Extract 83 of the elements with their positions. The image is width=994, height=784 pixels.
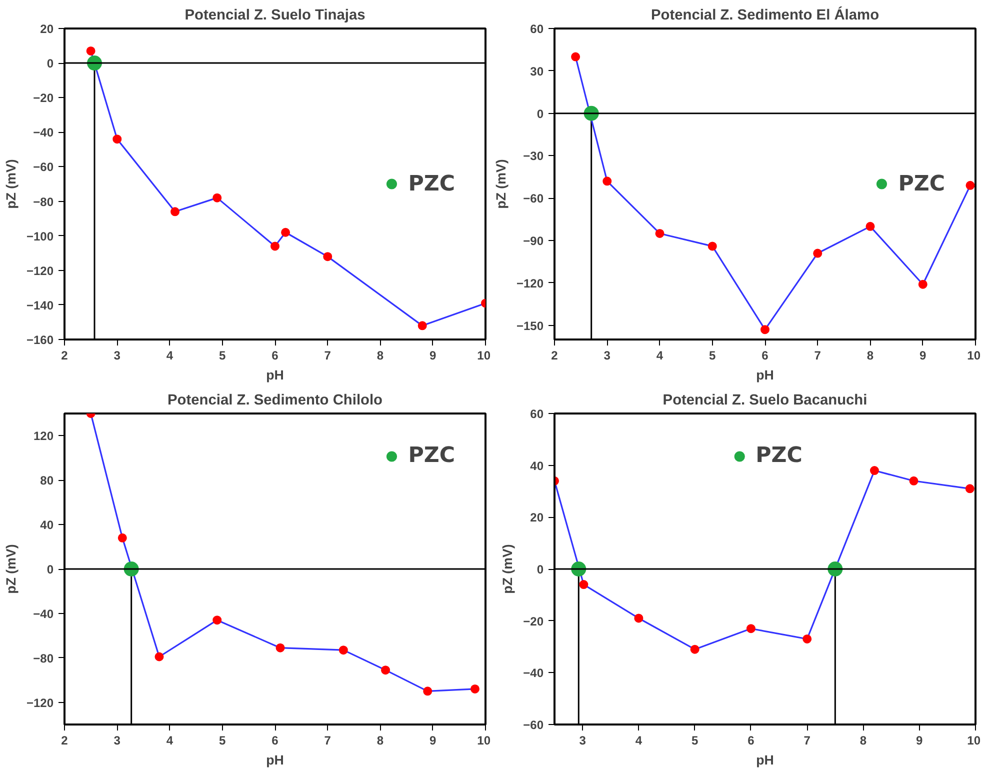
x-tick-label: 10 [967,734,981,748]
legend-label: PZC [408,443,455,468]
y-tick-label: 60 [530,407,544,421]
y-tick-label: 30 [530,64,544,78]
chart-title: Potencial Z. Suelo Tinajas [184,8,366,24]
x-tick-label: 10 [477,348,491,362]
x-tick-label: 7 [804,734,811,748]
y-tick-label: −80 [33,651,54,666]
x-tick-label: 8 [376,348,384,362]
y-axis-title: pZ (mV) [493,159,508,209]
legend-label: PZC [756,443,802,468]
x-tick-label: 3 [114,734,121,748]
y-tick-label: −40 [33,126,54,140]
x-tick-label: 8 [376,734,384,748]
y-tick-label: −80 [33,194,54,209]
y-tick-label: −150 [516,318,544,333]
y-tick-label: 60 [530,22,544,36]
y-tick-label: −120 [26,696,54,710]
y-axis-title: pZ (mV) [500,544,516,594]
chart-title: Potencial Z. Suelo Bacanuchi [662,392,868,408]
y-tick-label: 0 [46,56,54,71]
x-tick-label: 9 [430,348,437,362]
y-tick-label: −20 [33,91,54,106]
x-tick-label: 5 [691,734,698,748]
x-axis-title: pH [266,752,284,768]
x-tick-label: 7 [324,348,332,362]
x-tick-label: 2 [61,734,68,748]
chart-title: Potencial Z. Sedimento El Álamo [650,6,880,24]
x-tick-label: 6 [762,348,769,362]
x-tick-label: 3 [579,734,586,748]
y-tick-label: −30 [523,149,544,164]
y-tick-label: 0 [536,106,544,121]
legend-label: PZC [898,171,945,196]
x-tick-label: 6 [272,734,279,748]
x-tick-label: 5 [709,348,716,362]
x-tick-label: 7 [814,348,822,362]
y-tick-label: 80 [40,474,54,488]
x-tick-label: 4 [166,348,174,362]
x-tick-label: 3 [114,348,121,362]
x-tick-label: 2 [551,348,558,362]
x-tick-label: 5 [219,734,226,748]
y-tick-label: 20 [40,22,54,36]
y-tick-label: −60 [33,160,54,174]
y-axis-title: pZ (mV) [3,159,18,209]
x-tick-label: 9 [920,348,927,362]
legend-label: PZC [408,171,455,196]
y-tick-label: 40 [40,518,54,532]
y-tick-label: −20 [523,614,544,628]
x-tick-label: 7 [324,734,332,748]
x-tick-label: 4 [656,348,664,362]
x-tick-label: 4 [635,734,642,748]
y-tick-label: −120 [26,264,54,278]
x-tick-label: 3 [604,348,611,362]
y-tick-label: −40 [33,606,54,621]
y-axis-title: pZ (mV) [3,544,18,594]
y-tick-label: −60 [523,718,544,732]
x-axis-title: pH [756,368,774,382]
y-tick-label: 20 [530,510,544,525]
y-tick-label: −140 [26,298,54,312]
x-tick-label: 6 [272,348,279,362]
y-tick-label: −100 [26,229,54,244]
x-tick-label: 9 [430,734,437,748]
y-tick-label: −60 [523,192,544,206]
x-tick-label: 2 [61,348,68,362]
y-tick-label: −40 [523,666,544,680]
x-axis-title: pH [266,368,284,382]
y-tick-label: 120 [33,429,54,444]
x-tick-label: 10 [967,348,981,362]
y-tick-label: 0 [536,562,544,576]
y-tick-label: 40 [530,458,544,473]
x-tick-label: 9 [916,734,924,748]
y-tick-label: −160 [26,333,54,347]
x-tick-label: 8 [866,348,874,362]
x-tick-label: 6 [748,734,755,748]
x-tick-label: 5 [219,348,226,362]
y-tick-label: −90 [523,234,544,248]
x-tick-label: 8 [860,734,867,748]
x-tick-label: 4 [166,734,174,748]
y-tick-label: −120 [516,276,544,290]
x-axis-title: pH [756,752,774,768]
x-tick-label: 10 [477,734,491,748]
chart-title: Potencial Z. Sedimento Chilolo [168,392,383,408]
y-tick-label: 0 [46,562,54,576]
